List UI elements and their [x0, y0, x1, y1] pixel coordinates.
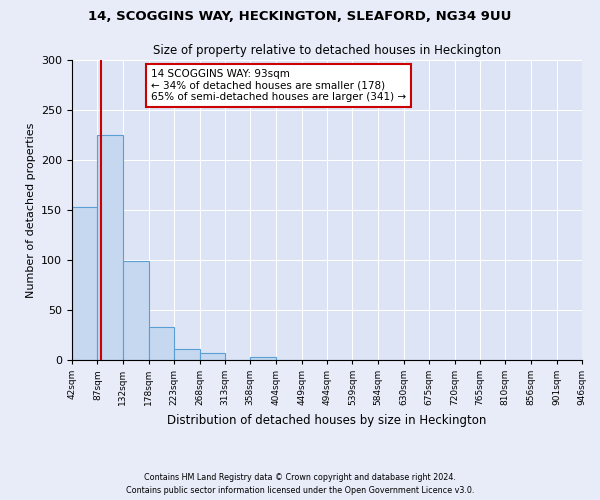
Bar	[250, 357, 276, 360]
Text: 14, SCOGGINS WAY, HECKINGTON, SLEAFORD, NG34 9UU: 14, SCOGGINS WAY, HECKINGTON, SLEAFORD, …	[88, 10, 512, 23]
Bar	[72, 207, 97, 360]
Text: Contains HM Land Registry data © Crown copyright and database right 2024.
Contai: Contains HM Land Registry data © Crown c…	[126, 474, 474, 495]
Y-axis label: Number of detached properties: Number of detached properties	[26, 122, 35, 298]
Bar	[97, 135, 123, 360]
Bar	[149, 327, 174, 360]
Text: 14 SCOGGINS WAY: 93sqm
← 34% of detached houses are smaller (178)
65% of semi-de: 14 SCOGGINS WAY: 93sqm ← 34% of detached…	[151, 69, 406, 102]
Title: Size of property relative to detached houses in Heckington: Size of property relative to detached ho…	[153, 44, 501, 58]
Bar	[123, 261, 149, 360]
X-axis label: Distribution of detached houses by size in Heckington: Distribution of detached houses by size …	[167, 414, 487, 426]
Bar	[199, 353, 225, 360]
Bar	[174, 349, 200, 360]
